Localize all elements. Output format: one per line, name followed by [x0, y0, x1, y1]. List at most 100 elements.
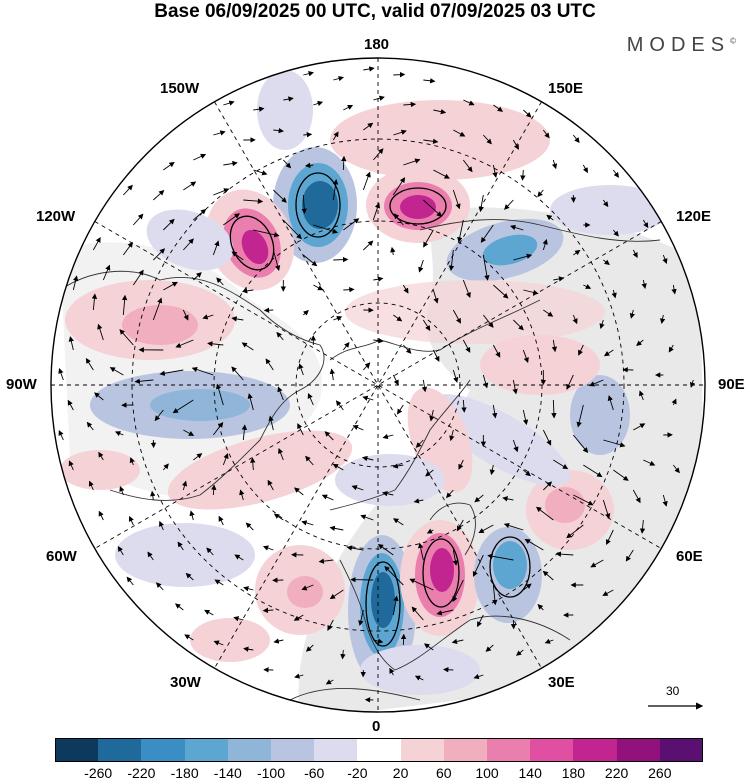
wind-vector — [340, 649, 346, 660]
wind-vector — [482, 254, 490, 281]
wind-vector — [211, 484, 217, 496]
wind-vector — [163, 161, 175, 171]
wind-vector — [181, 480, 188, 491]
colorbar-tick-label: -60 — [304, 765, 325, 781]
wind-vector — [566, 374, 574, 390]
wind-vector — [212, 421, 224, 436]
wind-vector — [346, 545, 364, 551]
wind-vector — [373, 638, 384, 644]
wind-vector — [273, 127, 284, 134]
wind-vector — [85, 357, 94, 371]
wind-vector — [129, 457, 135, 466]
wind-vector — [245, 522, 254, 531]
wind-vector — [243, 198, 264, 204]
wind-vector — [537, 603, 544, 611]
wind-vector — [163, 218, 175, 231]
wind-vector — [423, 199, 443, 217]
label-150e: 150E — [548, 80, 584, 97]
wind-vector — [478, 194, 484, 213]
wind-vector — [418, 542, 424, 561]
wind-vector — [184, 634, 194, 641]
wind-vector — [463, 99, 475, 106]
wind-vector — [632, 249, 638, 258]
wind-vector — [576, 404, 584, 428]
wind-vector — [503, 522, 524, 531]
wind-vector — [689, 379, 696, 388]
wind-vector — [343, 104, 354, 111]
wind-vector — [409, 578, 434, 591]
wind-vector — [451, 638, 464, 645]
wind-vector — [612, 229, 619, 237]
wind-vector — [448, 249, 455, 271]
wind-vector — [206, 547, 214, 556]
wind-vector — [457, 219, 464, 243]
wind-vector — [433, 169, 450, 179]
wind-vector — [243, 586, 254, 592]
wind-vector — [182, 309, 189, 321]
wind-vector — [452, 309, 461, 324]
wind-vector — [551, 399, 557, 419]
wind-vector — [543, 309, 554, 317]
wind-vector — [301, 520, 314, 526]
colorbar-tick-label: -220 — [127, 765, 156, 781]
wind-vector — [523, 289, 539, 296]
wind-vector — [423, 78, 436, 84]
wind-vector — [132, 269, 144, 286]
wind-vector — [373, 337, 384, 344]
wind-vector — [372, 148, 384, 161]
wind-vector — [603, 439, 626, 448]
brand-name: MODES — [626, 34, 731, 56]
wind-vector — [413, 498, 424, 504]
wind-vector — [613, 469, 629, 481]
map-title: Base 06/09/2025 00 UTC, valid 07/09/2025… — [154, 1, 596, 22]
wind-vector — [543, 481, 553, 491]
wind-vector — [582, 164, 588, 174]
colorbar-tick-label: 60 — [436, 765, 452, 781]
wind-vector — [489, 464, 495, 476]
wind-vector — [119, 329, 134, 346]
wind-vector — [515, 649, 524, 656]
wind-vector — [343, 218, 360, 231]
wind-vector — [607, 395, 614, 411]
wind-vector — [389, 667, 395, 676]
wind-vector — [247, 393, 254, 411]
wind-vector — [216, 277, 224, 286]
wind-vector — [305, 455, 314, 466]
wind-vector — [342, 341, 350, 351]
wind-vector — [390, 246, 396, 256]
wind-vector — [362, 362, 371, 371]
wind-vector — [307, 392, 314, 406]
wind-vector — [432, 349, 440, 362]
colorbar-tick-label: 260 — [648, 765, 672, 781]
label-180: 180 — [364, 36, 390, 53]
wind-vector — [403, 158, 421, 166]
contour-lines — [229, 172, 531, 647]
wind-vector — [213, 640, 224, 646]
wind-vector — [523, 109, 532, 118]
wind-vector — [535, 506, 554, 521]
wind-vector — [602, 589, 614, 596]
wind-vector — [298, 363, 304, 376]
wind-vector — [414, 675, 424, 681]
wind-vector — [362, 395, 374, 401]
wind-vector — [332, 179, 339, 201]
brand-logo: MODES© — [627, 34, 736, 57]
wind-vector — [332, 131, 339, 141]
wind-vector — [267, 479, 274, 491]
wind-vector — [589, 379, 604, 387]
wind-vector — [163, 281, 178, 291]
wind-vector — [109, 367, 124, 376]
wind-vector — [421, 379, 428, 393]
wind-vector — [154, 409, 164, 422]
wind-vector — [659, 314, 666, 324]
wind-vector — [313, 100, 324, 107]
wind-vector — [362, 455, 374, 462]
wind-vector — [641, 279, 647, 289]
wind-vector — [372, 202, 381, 221]
wind-vector — [174, 603, 184, 611]
colorbar-cell — [616, 738, 661, 762]
wind-vector — [611, 289, 617, 299]
wind-vector — [555, 551, 574, 557]
wind-vector — [305, 644, 314, 652]
wind-vector — [268, 415, 274, 431]
